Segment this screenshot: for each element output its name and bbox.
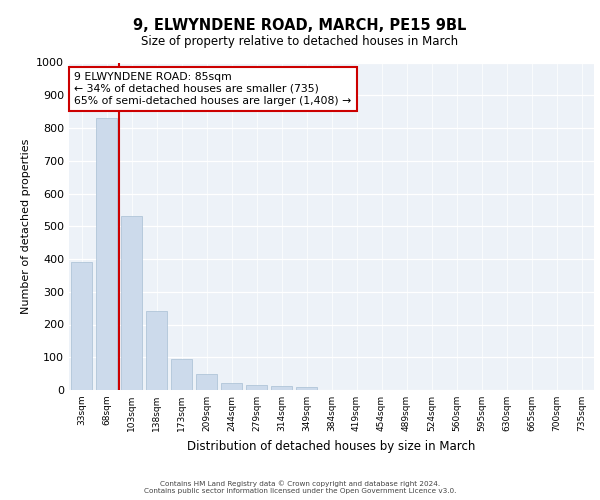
Bar: [71, 262, 92, 390]
Text: Size of property relative to detached houses in March: Size of property relative to detached ho…: [142, 35, 458, 48]
Bar: [221, 384, 242, 390]
Text: Contains HM Land Registry data © Crown copyright and database right 2024.
Contai: Contains HM Land Registry data © Crown c…: [144, 480, 456, 494]
Y-axis label: Number of detached properties: Number of detached properties: [20, 138, 31, 314]
Text: 9, ELWYNDENE ROAD, MARCH, PE15 9BL: 9, ELWYNDENE ROAD, MARCH, PE15 9BL: [133, 18, 467, 32]
X-axis label: Distribution of detached houses by size in March: Distribution of detached houses by size …: [187, 440, 476, 452]
Bar: [171, 359, 192, 390]
Text: 9 ELWYNDENE ROAD: 85sqm
← 34% of detached houses are smaller (735)
65% of semi-d: 9 ELWYNDENE ROAD: 85sqm ← 34% of detache…: [74, 72, 352, 106]
Bar: [196, 374, 217, 390]
Bar: [96, 118, 117, 390]
Bar: [271, 386, 292, 390]
Bar: [246, 385, 267, 390]
Bar: [146, 312, 167, 390]
Bar: [121, 216, 142, 390]
Bar: [296, 388, 317, 390]
